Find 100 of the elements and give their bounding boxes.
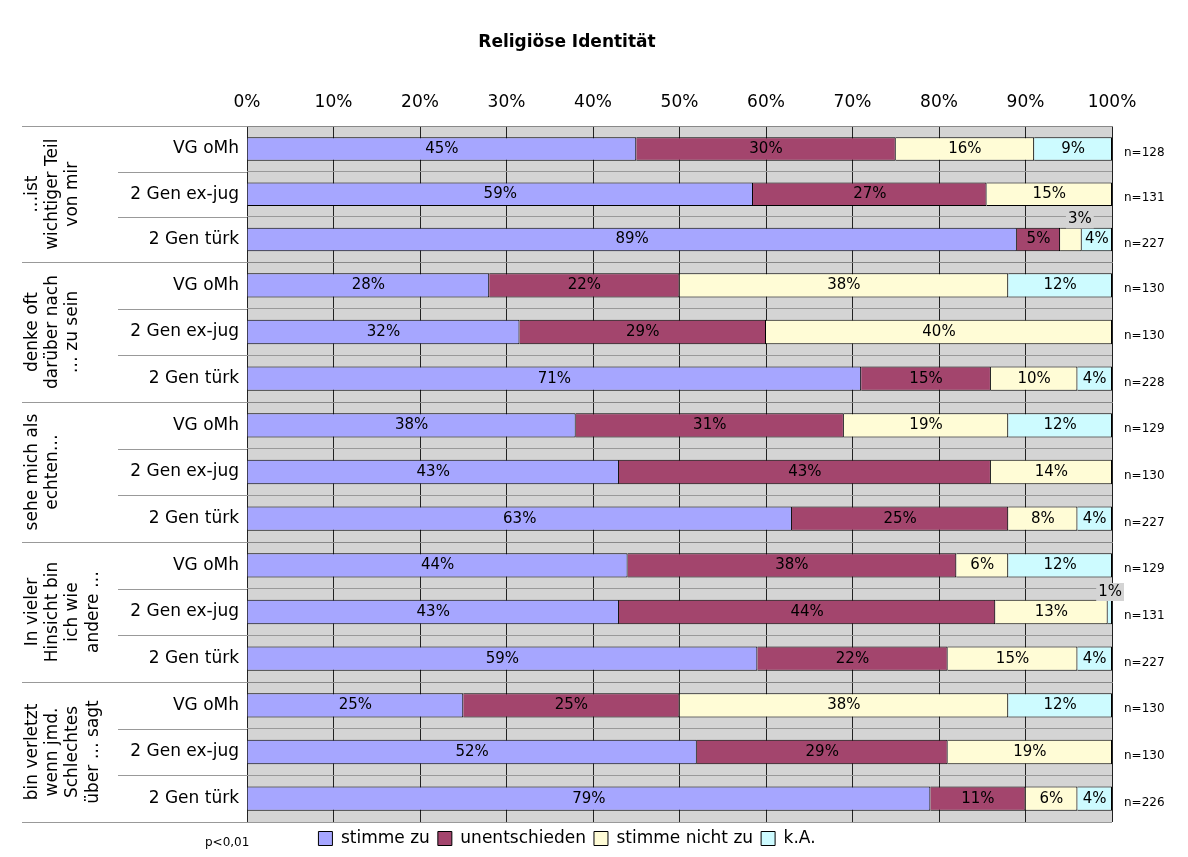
text: n=130 xyxy=(1124,281,1165,296)
data-label: 3% xyxy=(1067,209,1092,228)
x-tick-label: 20% xyxy=(401,90,439,111)
y-tick-label: VG oMh xyxy=(172,413,239,434)
data-label: 15% xyxy=(995,648,1030,667)
data-label: 9% xyxy=(1061,138,1085,157)
data-label: 59% xyxy=(483,184,517,203)
data-label: 43% xyxy=(416,461,450,480)
x-tick-label: 40% xyxy=(574,90,612,111)
text: n=226 xyxy=(1124,794,1165,809)
data-label: 29% xyxy=(626,321,660,340)
data-label: 59% xyxy=(485,648,520,667)
x-tick-label: 70% xyxy=(833,90,872,111)
data-label: 12% xyxy=(1043,275,1077,294)
x-tick-label: 100% xyxy=(1087,90,1137,111)
data-label: 22% xyxy=(567,275,602,294)
data-label: 8% xyxy=(1030,508,1055,527)
data-label: 30% xyxy=(749,138,783,157)
legend-label: stimme zu xyxy=(340,826,430,847)
text: p<0,01 xyxy=(205,835,250,850)
data-label: 25% xyxy=(883,508,917,527)
y-axis-title: …ist wichtiger Teil von mir xyxy=(20,138,82,250)
data-label: 38% xyxy=(827,275,861,294)
data-label: 14% xyxy=(1034,461,1069,480)
data-label: 19% xyxy=(1013,741,1047,760)
data-label: 29% xyxy=(805,741,839,760)
y-tick-label: VG oMh xyxy=(172,553,239,574)
text: n=130 xyxy=(1124,468,1165,483)
legend-label: stimme nicht zu xyxy=(616,826,754,847)
data-label: 4% xyxy=(1082,788,1107,807)
legend-label: unentschieden xyxy=(460,826,586,847)
data-label: 44% xyxy=(790,601,824,620)
data-label: 6% xyxy=(970,555,995,574)
x-tick-label: 80% xyxy=(920,90,958,111)
data-label: 25% xyxy=(338,695,373,714)
y-tick-label: 2 Gen ex-jug xyxy=(130,600,239,621)
data-label: 4% xyxy=(1082,508,1107,527)
text: n=129 xyxy=(1124,421,1165,436)
data-label: 4% xyxy=(1082,368,1107,387)
y-tick-label: 2 Gen türk xyxy=(148,367,240,388)
data-label: 25% xyxy=(554,695,589,714)
data-label: 43% xyxy=(788,461,822,480)
text: n=130 xyxy=(1124,328,1165,343)
y-tick-label: 2 Gen ex-jug xyxy=(130,320,239,341)
data-label: 43% xyxy=(416,601,450,620)
y-tick-label: 2 Gen türk xyxy=(148,647,240,668)
y-axis-title: denke oft darüber nach … zu sein xyxy=(20,275,82,389)
data-label: 15% xyxy=(1032,184,1066,203)
text: n=227 xyxy=(1124,235,1165,250)
text: n=129 xyxy=(1124,561,1165,576)
x-tick-label: 10% xyxy=(314,90,353,111)
text: n=130 xyxy=(1124,748,1165,763)
x-tick-label: 90% xyxy=(1006,90,1045,111)
data-label: 32% xyxy=(366,321,401,340)
y-tick-label: 2 Gen ex-jug xyxy=(130,740,239,761)
y-tick-label: 2 Gen ex-jug xyxy=(130,182,239,203)
chart-title: Religiöse Identität xyxy=(478,30,656,51)
y-tick-label: 2 Gen türk xyxy=(148,227,240,248)
data-label: 63% xyxy=(503,508,537,527)
data-label: 5% xyxy=(1026,229,1051,248)
data-label: 10% xyxy=(1017,368,1051,387)
data-label: 52% xyxy=(455,741,489,760)
data-label: 22% xyxy=(835,648,870,667)
y-axis-title: In vieler Hinsicht bin ich wie andere … xyxy=(20,561,102,663)
text: n=227 xyxy=(1124,654,1165,669)
data-label: 38% xyxy=(775,555,809,574)
data-label: 40% xyxy=(922,321,956,340)
legend-label: k.A. xyxy=(783,826,816,847)
text: n=131 xyxy=(1124,190,1165,205)
x-tick-label: 30% xyxy=(487,90,526,111)
data-label: 28% xyxy=(351,275,386,294)
y-tick-label: 2 Gen ex-jug xyxy=(130,460,239,481)
y-tick-label: VG oMh xyxy=(172,137,239,158)
y-tick-label: 2 Gen türk xyxy=(148,507,240,528)
data-label: 6% xyxy=(1039,788,1064,807)
text: n=131 xyxy=(1124,608,1165,623)
data-label: 44% xyxy=(420,555,455,574)
data-label: 1% xyxy=(1098,581,1122,600)
x-tick-label: 60% xyxy=(747,90,785,111)
data-label: 79% xyxy=(572,788,606,807)
data-label: 15% xyxy=(909,368,943,387)
data-label: 11% xyxy=(961,788,995,807)
y-axis-title: bin verletzt wenn jmd. Schlechtes über … sagt xyxy=(20,699,102,804)
data-label: 13% xyxy=(1034,601,1069,620)
data-label: 45% xyxy=(425,138,459,157)
data-label: 4% xyxy=(1082,648,1107,667)
data-label: 71% xyxy=(537,368,571,387)
data-label: 4% xyxy=(1084,229,1109,248)
data-label: 27% xyxy=(853,184,887,203)
text: n=227 xyxy=(1124,514,1165,529)
data-label: 38% xyxy=(827,695,861,714)
text: n=130 xyxy=(1124,701,1165,716)
x-tick-label: 50% xyxy=(660,90,699,111)
data-label: 12% xyxy=(1043,695,1077,714)
data-label: 12% xyxy=(1043,415,1077,434)
x-tick-label: 0% xyxy=(233,90,261,111)
data-label: 38% xyxy=(394,415,429,434)
data-label: 31% xyxy=(693,415,727,434)
data-label: 16% xyxy=(948,138,982,157)
data-label: 89% xyxy=(615,229,649,248)
